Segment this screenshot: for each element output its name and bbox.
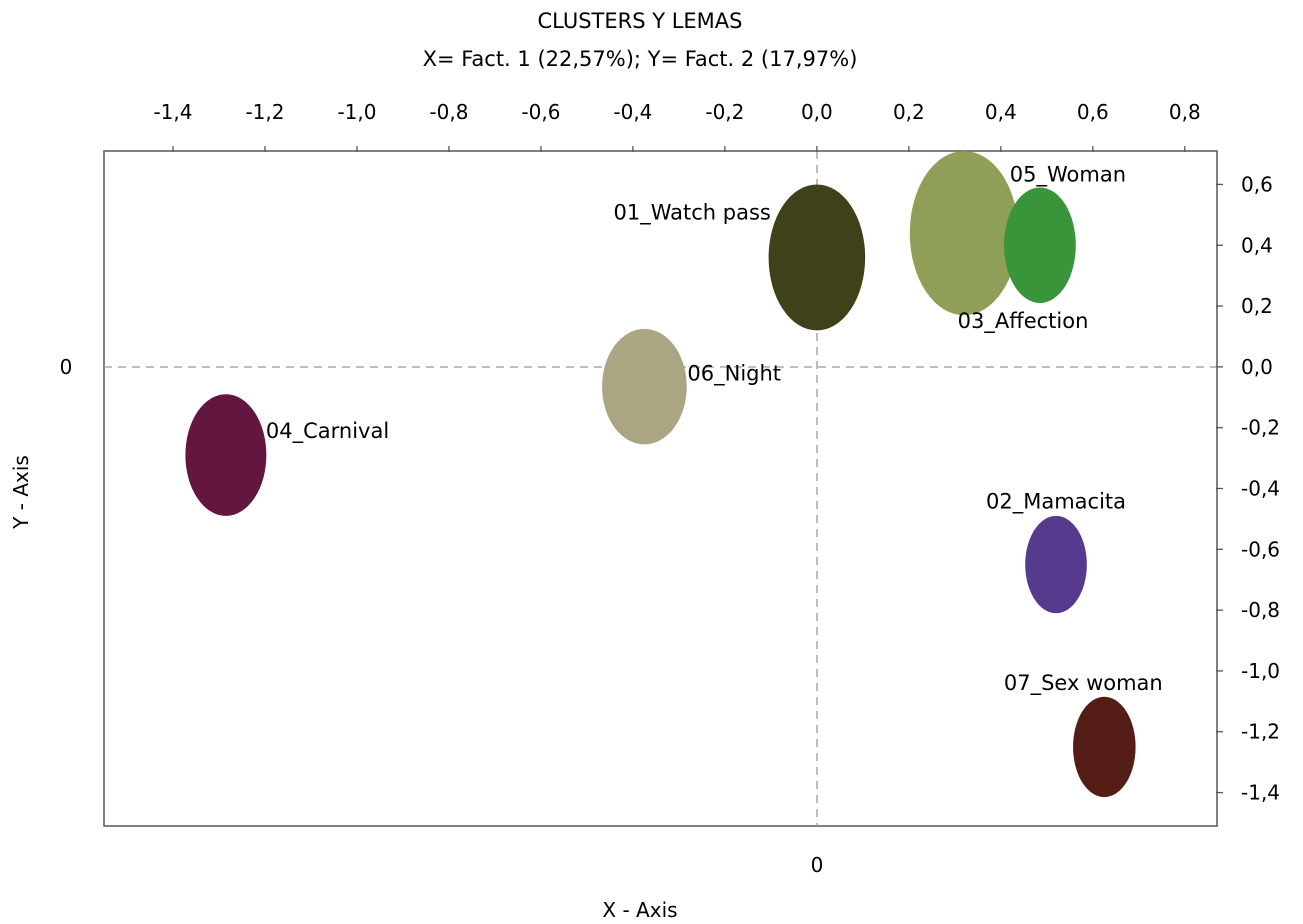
x-axis-ticks: -1,4 -1,2 -1,0 -0,8 -0,6 -0,4 -0,2 0,0 0,2 0,4 0,6… xyxy=(153,100,1200,152)
chart-subtitle: X= Fact. 1 (22,57%); Y= Fact. 2 (17,97%) xyxy=(423,47,858,71)
x-axis-zero-label: 0 xyxy=(811,853,824,877)
y-tick-label: 0,0 xyxy=(1241,355,1273,379)
y-tick-label: -1,4 xyxy=(1241,781,1280,805)
x-tick-label: 0,6 xyxy=(1077,100,1109,124)
x-tick-label: -0,8 xyxy=(429,100,468,124)
cluster-bubble xyxy=(769,184,866,330)
cluster-label: 03_Affection xyxy=(958,309,1089,334)
x-tick-label: 0,8 xyxy=(1169,100,1201,124)
cluster-bubbles: 01_Watch pass 02_Mamacita 03_Affection 05_W… xyxy=(185,151,1162,797)
cluster-bubble xyxy=(185,394,266,516)
y-tick-label: 0,4 xyxy=(1241,233,1273,257)
cluster-bubble xyxy=(1073,697,1136,797)
x-tick-label: 0,0 xyxy=(801,100,833,124)
cluster-label: 05_Woman xyxy=(1010,162,1126,187)
y-tick-label: -0,4 xyxy=(1241,477,1280,501)
x-tick-label: -1,0 xyxy=(337,100,376,124)
x-tick-label: 0,2 xyxy=(893,100,925,124)
y-tick-label: -1,2 xyxy=(1241,720,1280,744)
cluster-bubble xyxy=(1025,516,1087,613)
cluster-label: 04_Carnival xyxy=(266,419,389,444)
x-tick-label: -0,2 xyxy=(705,100,744,124)
cluster-bubble xyxy=(910,151,1019,315)
x-tick-label: -0,4 xyxy=(613,100,652,124)
x-tick-label: -0,6 xyxy=(521,100,560,124)
y-tick-label: -0,8 xyxy=(1241,598,1280,622)
y-tick-label: 0,2 xyxy=(1241,294,1273,318)
y-tick-label: -0,2 xyxy=(1241,416,1280,440)
cluster-label: 07_Sex woman xyxy=(1004,671,1163,696)
x-tick-label: -1,4 xyxy=(153,100,192,124)
x-axis-title: X - Axis xyxy=(602,898,677,922)
y-tick-label: 0,6 xyxy=(1241,172,1273,196)
x-tick-label: -1,2 xyxy=(245,100,284,124)
cluster-label: 01_Watch pass xyxy=(614,200,771,225)
cluster-bubble xyxy=(602,329,687,445)
cluster-label: 06_Night xyxy=(687,362,781,387)
cluster-label: 02_Mamacita xyxy=(986,490,1126,515)
y-axis-title: Y - Axis xyxy=(9,455,33,530)
x-tick-label: 0,4 xyxy=(985,100,1017,124)
y-tick-label: -0,6 xyxy=(1241,537,1280,561)
cluster-bubble xyxy=(1004,187,1076,303)
y-axis-zero-label: 0 xyxy=(60,355,73,379)
y-axis-ticks: 0,6 0,4 0,2 0,0 -0,2 -0,4 -0,6 -0,8 -1,0 -1,2 -1,4 xyxy=(1216,172,1280,804)
y-tick-label: -1,0 xyxy=(1241,659,1280,683)
chart-title: CLUSTERS Y LEMAS xyxy=(538,9,743,33)
